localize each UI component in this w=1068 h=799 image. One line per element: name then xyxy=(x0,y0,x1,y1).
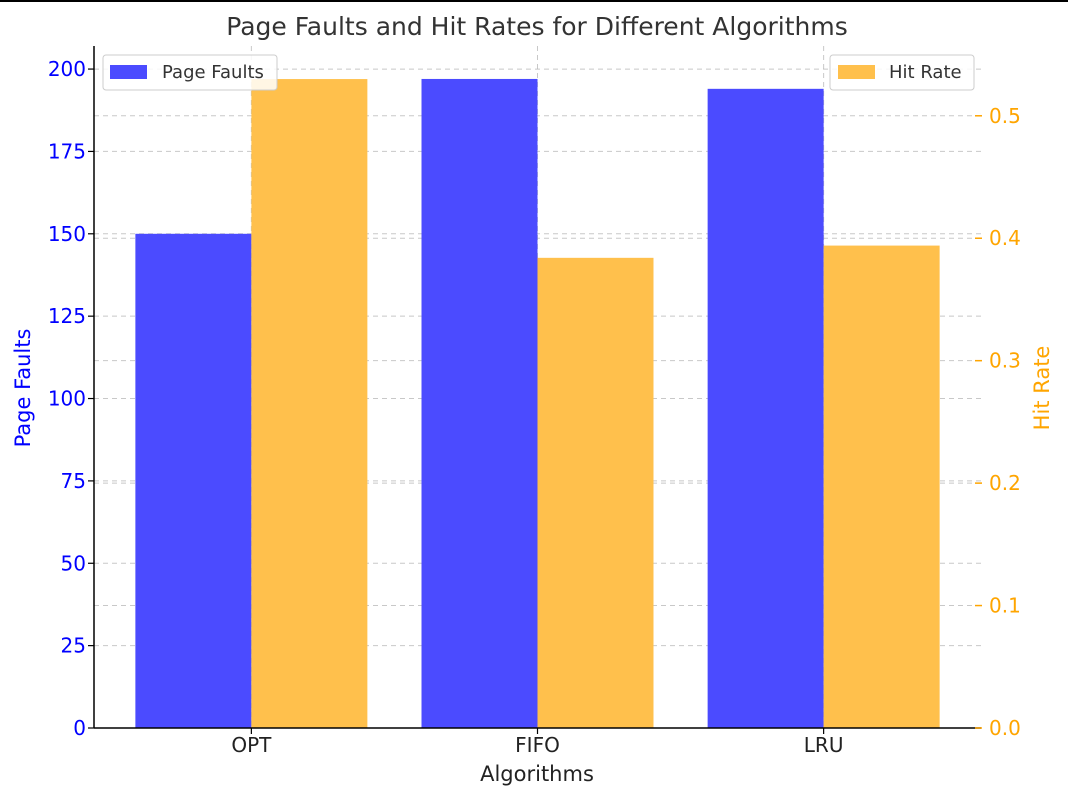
left-tick-label: 50 xyxy=(61,551,86,575)
right-tick-label: 0.0 xyxy=(989,716,1021,740)
right-tick-label: 0.4 xyxy=(989,226,1021,250)
left-tick-label: 175 xyxy=(48,139,86,163)
x-axis-ticks: OPT FIFO LRU xyxy=(231,728,843,757)
legend-label: Page Faults xyxy=(162,62,264,83)
chart-title: Page Faults and Hit Rates for Different … xyxy=(226,12,848,41)
left-tick-label: 0 xyxy=(73,716,86,740)
left-tick-label: 150 xyxy=(48,222,86,246)
bar-hit-rate xyxy=(537,257,654,728)
right-tick-label: 0.1 xyxy=(989,594,1021,618)
right-tick-label: 0.5 xyxy=(989,104,1021,128)
left-axis-label: Page Faults xyxy=(11,329,35,448)
right-tick-label: 0.3 xyxy=(989,349,1021,373)
legend-frame xyxy=(829,54,975,91)
legend-hit-rate: Hit Rate xyxy=(829,54,975,91)
bar-page-faults xyxy=(135,233,252,728)
left-tick-label: 100 xyxy=(48,387,86,411)
right-axis-label: Hit Rate xyxy=(1030,346,1054,431)
legend-swatch xyxy=(110,65,147,79)
x-tick-label: LRU xyxy=(804,733,844,757)
x-axis-label: Algorithms xyxy=(480,762,594,786)
left-tick-label: 75 xyxy=(61,469,86,493)
bar-hit-rate xyxy=(251,79,368,728)
left-tick-label: 25 xyxy=(61,634,86,658)
legend-page-faults: Page Faults xyxy=(102,54,278,91)
bar-page-faults xyxy=(421,78,538,729)
left-tick-label: 200 xyxy=(48,57,86,81)
left-tick-label: 125 xyxy=(48,304,86,328)
right-axis-ticks: 0.0 0.1 0.2 0.3 0.4 0.5 xyxy=(975,104,1021,740)
x-tick-label: OPT xyxy=(231,733,272,757)
legend-label: Hit Rate xyxy=(889,62,962,83)
bar-hit-rate xyxy=(823,245,940,728)
bars xyxy=(135,78,940,729)
legend-swatch xyxy=(838,65,875,79)
bar-page-faults xyxy=(707,88,824,728)
right-tick-label: 0.2 xyxy=(989,471,1021,495)
legend-frame xyxy=(102,54,278,91)
left-axis-ticks: 0 25 50 75 100 125 150 175 200 xyxy=(48,57,94,740)
x-tick-label: FIFO xyxy=(515,733,560,757)
